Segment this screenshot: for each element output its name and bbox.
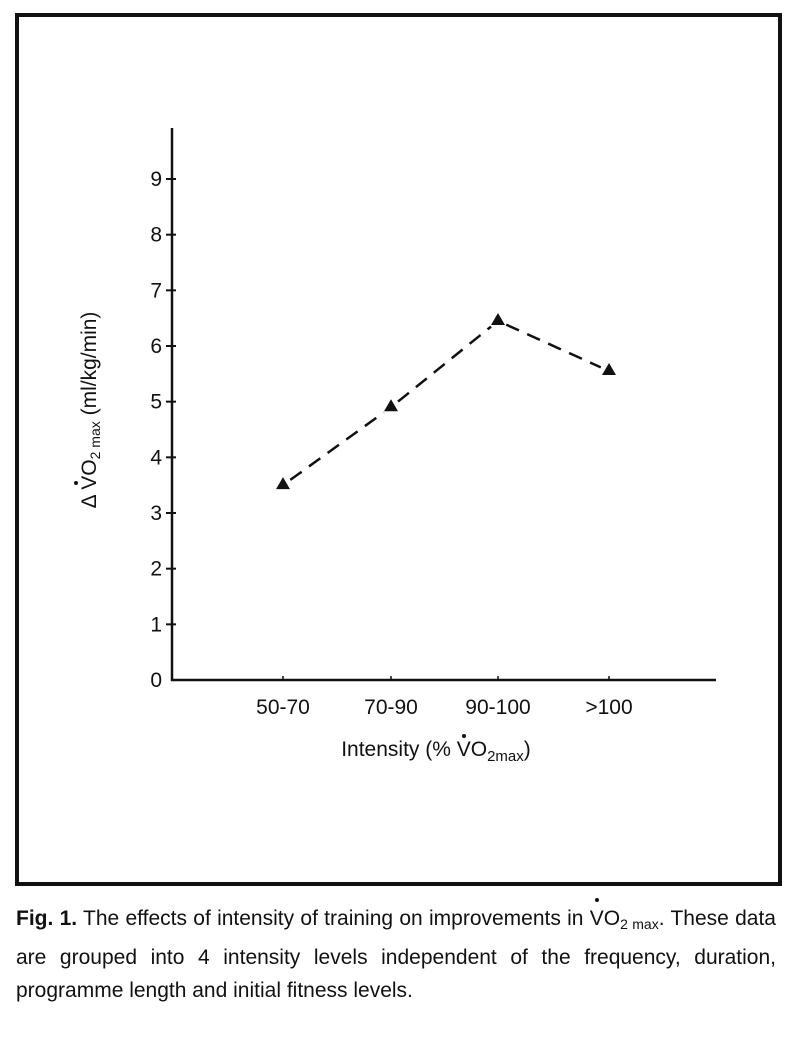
caption-vo2-sub: 2 max [620, 916, 659, 932]
y-tick-label: 6 [150, 335, 162, 358]
line-chart: 0 1 2 3 4 5 6 7 8 9 50-70 70-90 90-100 >100 [150, 128, 716, 719]
y-tick-label: 5 [150, 391, 162, 414]
y-label-main: VO [78, 459, 101, 490]
x-label-sub: 2max [487, 748, 524, 765]
y-tick-label: 0 [150, 669, 162, 692]
series-line-segment [505, 323, 602, 369]
y-tick-label: 8 [150, 224, 162, 247]
x-label-suffix: ) [523, 738, 531, 761]
figure-caption: Fig. 1. The effects of intensity of trai… [16, 898, 776, 1007]
x-label-prefix: Intensity (% [341, 738, 457, 761]
x-tick-label: 50-70 [256, 696, 310, 719]
caption-text-1: The effects of intensity of training on … [77, 907, 584, 930]
x-tick-label: 70-90 [364, 696, 418, 719]
y-label-sub: 2 max [87, 421, 103, 460]
x-tick-label: 90-100 [465, 696, 530, 719]
caption-text-2: . These data are grouped into 4 intensit… [16, 907, 776, 1002]
y-label-suffix: (ml/kg/min) [78, 311, 101, 422]
y-label-prefix: Δ [78, 489, 101, 509]
caption-vo2: VO [590, 898, 620, 935]
y-tick-label: 3 [150, 502, 162, 525]
series-line-segment [289, 411, 385, 481]
data-point-triangle [384, 399, 398, 412]
y-tick-label: 2 [150, 558, 162, 581]
caption-label: Fig. 1. [16, 907, 78, 930]
series-line-segment [397, 325, 492, 403]
data-point-triangle [491, 312, 505, 325]
x-label-main: VO [456, 734, 488, 761]
data-point-triangle [276, 477, 290, 490]
data-point-triangle [602, 363, 616, 376]
y-tick-label: 4 [150, 446, 162, 469]
y-tick-label: 9 [150, 168, 162, 191]
figure-frame [15, 13, 782, 886]
x-axis-label: Intensity (% VO2max) [0, 734, 802, 765]
y-axis-label: Δ VO2 max (ml/kg/min) [78, 250, 103, 570]
y-tick-label: 7 [150, 279, 162, 302]
x-tick-label: >100 [585, 696, 632, 719]
y-tick-label: 1 [150, 613, 162, 636]
